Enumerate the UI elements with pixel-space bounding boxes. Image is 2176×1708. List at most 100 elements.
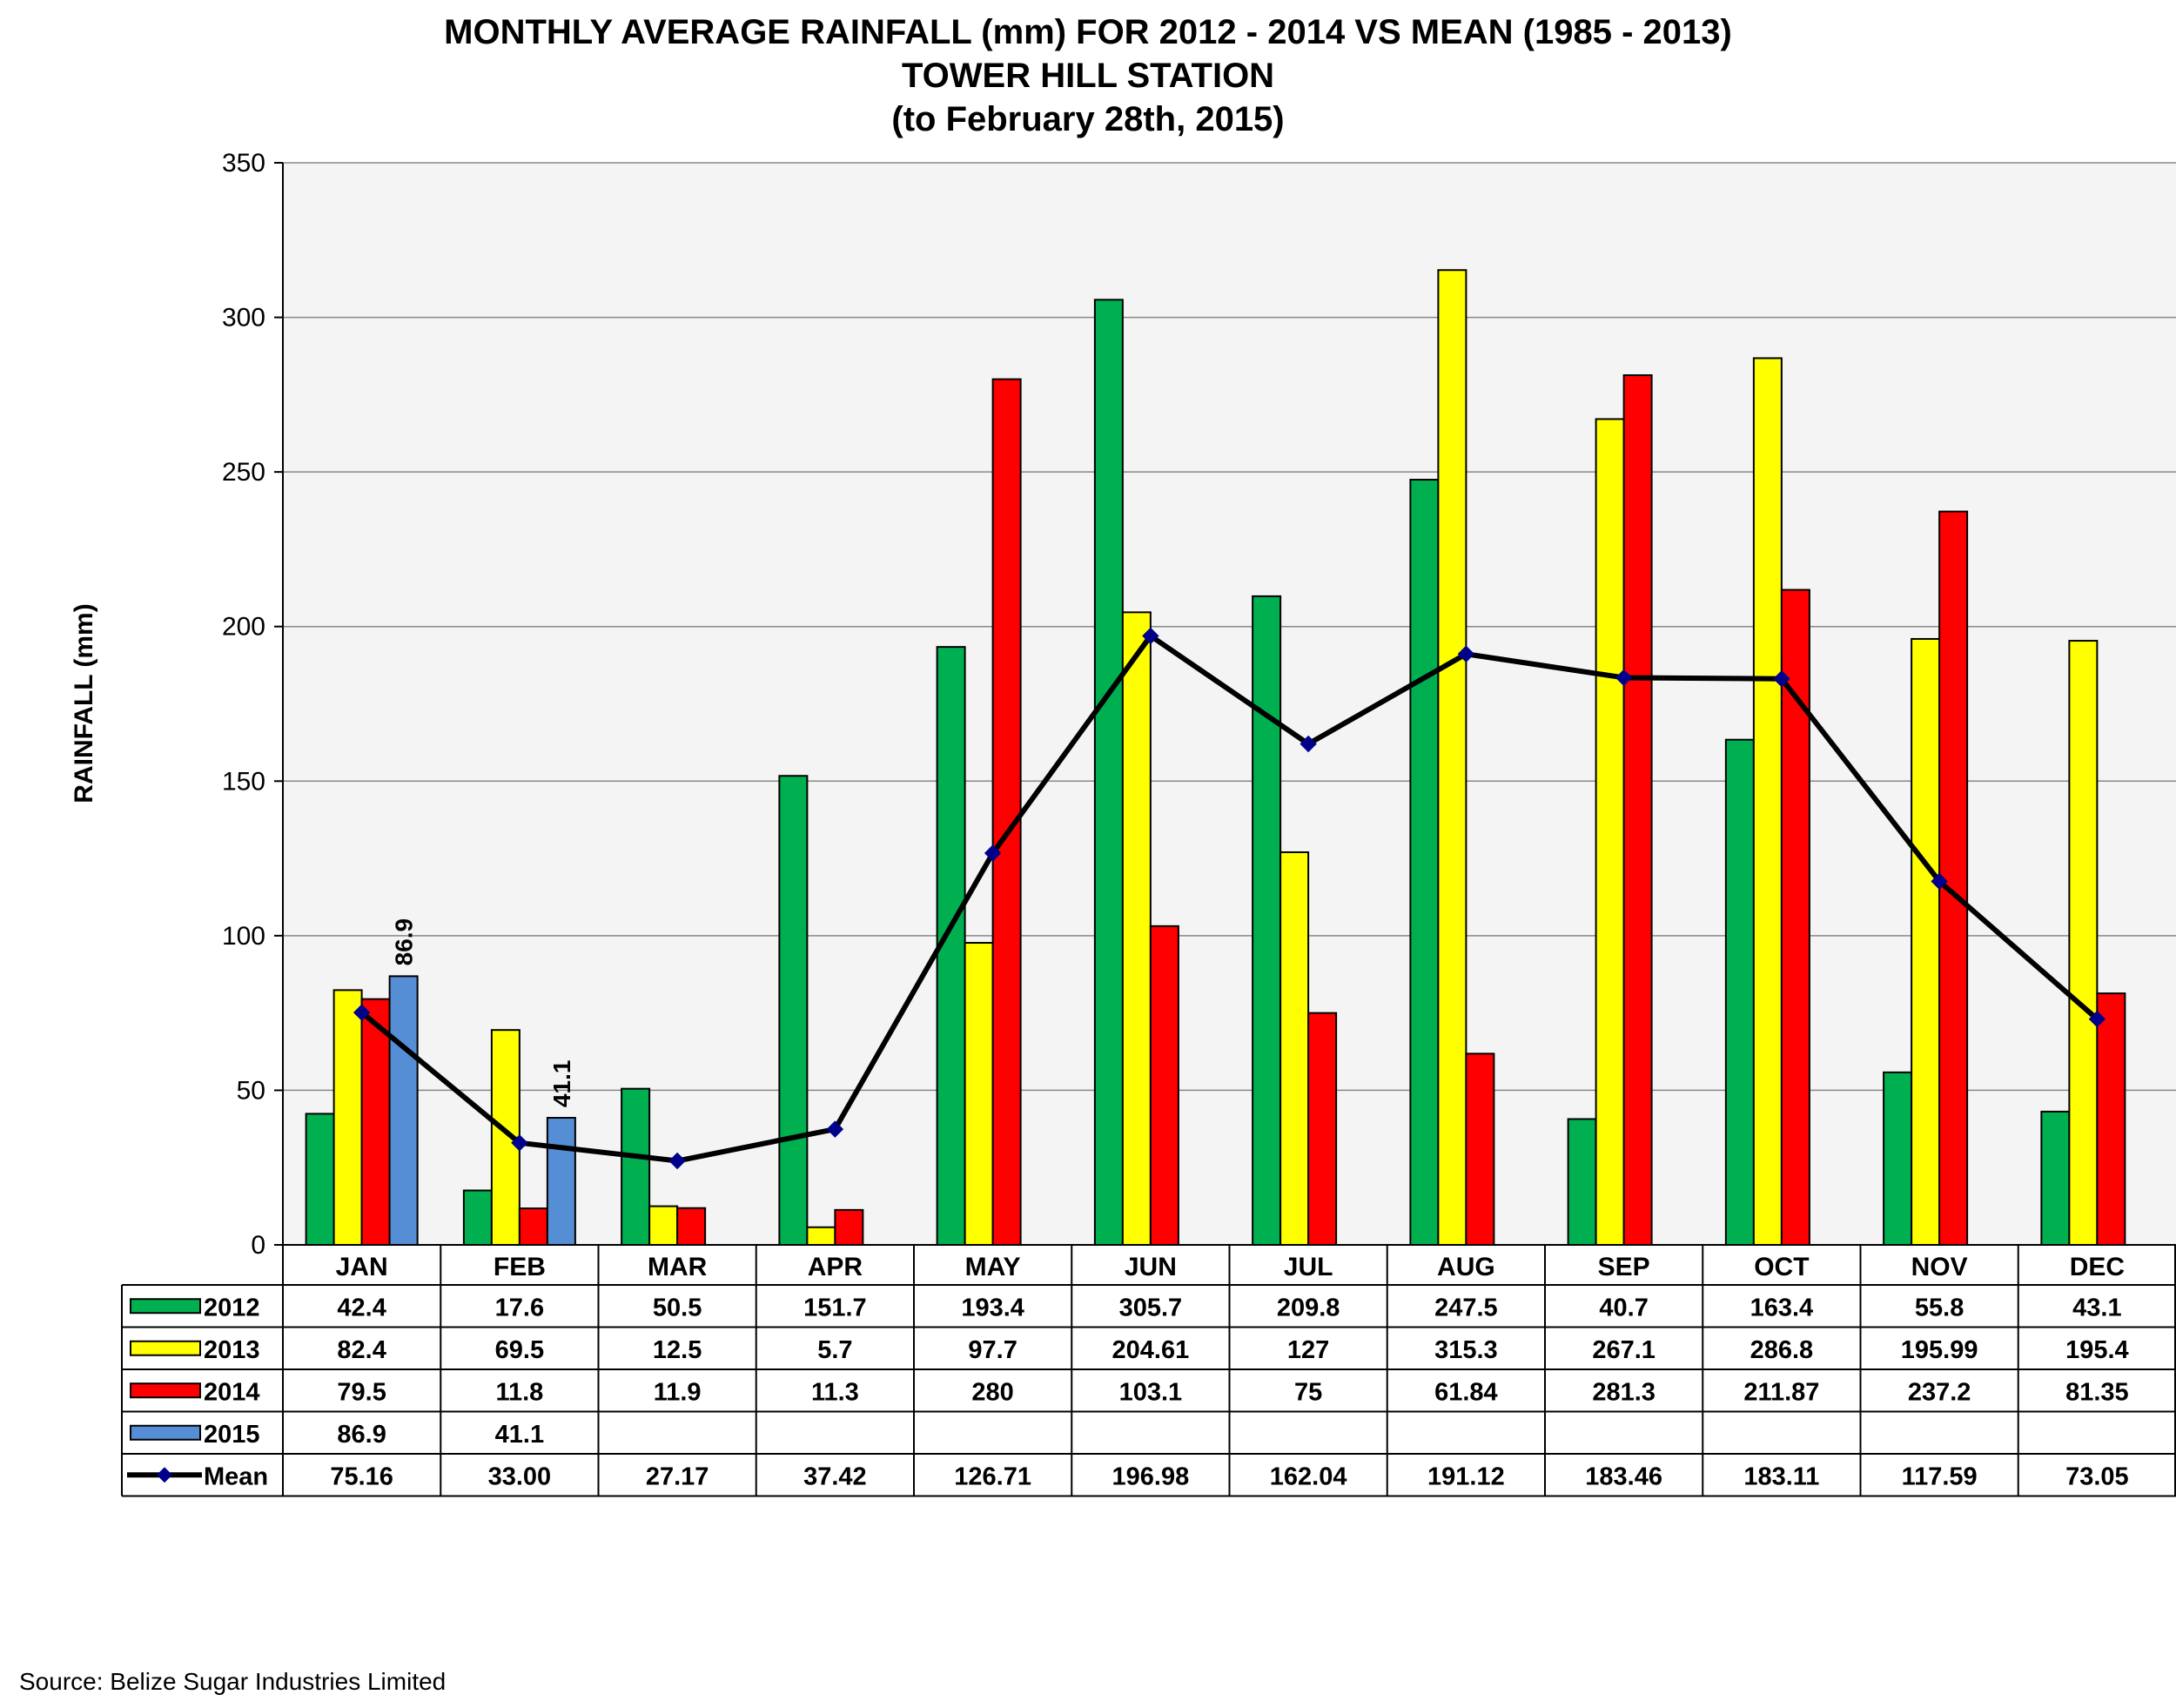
table-cell: 42.4 bbox=[337, 1294, 386, 1321]
y-axis-label: RAINFALL (mm) bbox=[70, 603, 98, 803]
bar-2013-jun bbox=[1121, 611, 1152, 1246]
table-cell: 82.4 bbox=[337, 1336, 386, 1364]
bar-2014-feb bbox=[518, 1207, 548, 1246]
table-cell: 162.04 bbox=[1270, 1463, 1347, 1490]
legend-key-2015 bbox=[130, 1424, 201, 1441]
bar-2012-sep bbox=[1567, 1118, 1597, 1247]
bar-2014-apr bbox=[834, 1208, 864, 1247]
chart-subtitle: TOWER HILL STATION bbox=[901, 57, 1275, 95]
table-cell: 61.84 bbox=[1434, 1378, 1498, 1406]
x-category-label: MAR bbox=[648, 1253, 708, 1281]
table-cell: 41.1 bbox=[495, 1421, 544, 1449]
table-cell: 75 bbox=[1294, 1378, 1322, 1406]
table-cell: 191.12 bbox=[1427, 1463, 1505, 1490]
table-cell: 103.1 bbox=[1119, 1378, 1183, 1406]
bar-2013-oct bbox=[1752, 357, 1783, 1247]
table-cell: 5.7 bbox=[817, 1336, 852, 1364]
table-cell: 195.99 bbox=[1901, 1336, 1978, 1364]
mean-marker-jul bbox=[1300, 735, 1317, 753]
table-cell: 280 bbox=[971, 1378, 1013, 1406]
bar-2012-feb bbox=[462, 1189, 493, 1247]
table-cell: 75.16 bbox=[330, 1463, 393, 1490]
mean-marker-jun bbox=[1142, 627, 1159, 645]
bar-2013-jan bbox=[332, 989, 363, 1247]
bars: 86.9 41.1 bbox=[305, 269, 2126, 1247]
table-cell: 305.7 bbox=[1119, 1294, 1183, 1321]
legend-key-2012 bbox=[130, 1298, 201, 1315]
table-cell: 127 bbox=[1287, 1336, 1329, 1364]
x-category-label: DEC bbox=[2070, 1253, 2125, 1281]
table-cell: 43.1 bbox=[2072, 1294, 2121, 1321]
table-cell: 126.71 bbox=[954, 1463, 1031, 1490]
bar-2014-jun bbox=[1149, 925, 1179, 1246]
x-category-label: FEB bbox=[494, 1253, 546, 1281]
y-tick-label: 0 bbox=[251, 1231, 265, 1260]
mean-marker-dec bbox=[2088, 1010, 2106, 1028]
table-cell: 17.6 bbox=[495, 1294, 544, 1321]
table-cell: 209.8 bbox=[1277, 1294, 1340, 1321]
bar-2012-mar bbox=[621, 1087, 651, 1246]
legend-key-2014 bbox=[130, 1382, 201, 1399]
bar-2014-dec bbox=[2096, 992, 2126, 1247]
mean-marker-jan bbox=[353, 1004, 371, 1021]
table-cell: 11.8 bbox=[495, 1378, 543, 1406]
x-category-label: JAN bbox=[336, 1253, 388, 1281]
legend-key-marker-mean bbox=[157, 1467, 172, 1483]
legend-name-2015: 2015 bbox=[204, 1421, 260, 1449]
bar-2012-jan bbox=[305, 1113, 335, 1246]
mean-marker-aug bbox=[1457, 645, 1475, 662]
bar-2015-feb bbox=[546, 1117, 576, 1246]
mean-line bbox=[353, 627, 2106, 1170]
mean-marker-sep bbox=[1615, 669, 1633, 687]
table-cell: 55.8 bbox=[1915, 1294, 1964, 1321]
table-cell: 79.5 bbox=[337, 1378, 386, 1406]
x-category-label: MAY bbox=[965, 1253, 1021, 1281]
table-cell: 315.3 bbox=[1434, 1336, 1498, 1364]
legend-key-2013 bbox=[130, 1340, 201, 1356]
table-cell: 195.4 bbox=[2065, 1336, 2129, 1364]
gridlines bbox=[283, 162, 2176, 1092]
bar-2012-dec bbox=[2040, 1110, 2071, 1247]
mean-marker-may bbox=[984, 844, 1002, 862]
y-tick-label: 200 bbox=[222, 613, 265, 642]
table-cell: 163.4 bbox=[1750, 1294, 1814, 1321]
bar-2013-may bbox=[964, 942, 994, 1246]
table-cell: 50.5 bbox=[653, 1294, 702, 1321]
table-cell: 117.59 bbox=[1902, 1463, 1978, 1490]
bar-2014-jul bbox=[1307, 1012, 1338, 1246]
chart-subtitle-date: (to February 28th, 2015) bbox=[891, 100, 1285, 138]
chart-title-block: MONTHLY AVERAGE RAINFALL (mm) FOR 2012 -… bbox=[0, 10, 2176, 141]
source-note: Source: Belize Sugar Industries Limited bbox=[19, 1668, 447, 1695]
legend-name-2014: 2014 bbox=[204, 1378, 260, 1406]
bar-2012-jul bbox=[1252, 595, 1282, 1246]
table-cell: 196.98 bbox=[1112, 1463, 1190, 1490]
table-cell: 286.8 bbox=[1750, 1336, 1814, 1364]
table-cell: 27.17 bbox=[646, 1463, 709, 1490]
table-cell: 193.4 bbox=[961, 1294, 1024, 1321]
bar-2013-apr bbox=[806, 1226, 836, 1246]
table-cell: 247.5 bbox=[1434, 1294, 1498, 1321]
table-cell: 237.2 bbox=[1908, 1378, 1971, 1406]
bar-2014-aug bbox=[1465, 1052, 1495, 1246]
bar-2014-jan bbox=[360, 998, 391, 1246]
x-category-label: JUN bbox=[1125, 1253, 1177, 1281]
mean-marker-oct bbox=[1773, 669, 1790, 688]
plot-area bbox=[283, 163, 2176, 1245]
mean-marker-apr bbox=[826, 1120, 844, 1138]
table-cell: 281.3 bbox=[1592, 1378, 1656, 1406]
bar-2012-apr bbox=[778, 775, 809, 1246]
bar-2013-feb bbox=[490, 1029, 520, 1246]
table-cell: 183.46 bbox=[1585, 1463, 1662, 1490]
y-tick-label: 150 bbox=[222, 767, 265, 796]
table-cell: 267.1 bbox=[1592, 1336, 1656, 1364]
y-tick-label: 350 bbox=[222, 149, 265, 178]
bar-2013-aug bbox=[1437, 269, 1467, 1246]
bar-2014-may bbox=[991, 378, 1022, 1247]
bar-2013-sep bbox=[1595, 418, 1625, 1246]
x-category-label: AUG bbox=[1437, 1253, 1495, 1281]
mean-marker-mar bbox=[668, 1152, 686, 1170]
table-cell: 11.3 bbox=[811, 1378, 859, 1406]
mean-line-path bbox=[359, 633, 2099, 1164]
table-cell: 86.9 bbox=[337, 1421, 386, 1449]
table-cell: 69.5 bbox=[495, 1336, 544, 1364]
